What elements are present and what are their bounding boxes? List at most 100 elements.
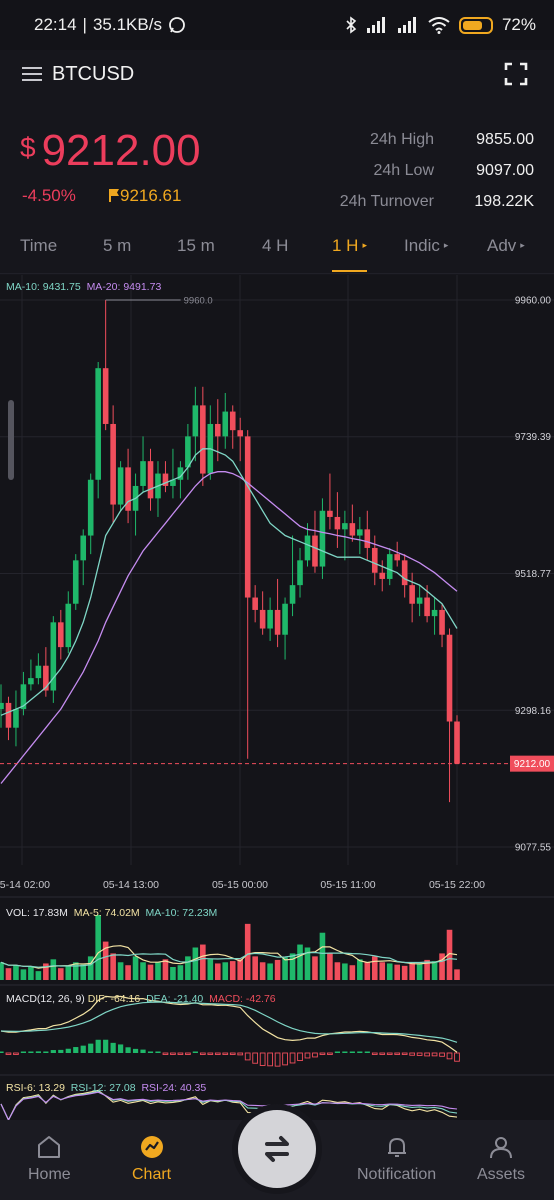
volume-bar: [200, 944, 206, 980]
macd-bar: [319, 1052, 326, 1055]
volume-bar: [102, 941, 109, 980]
signal-icon: [366, 17, 385, 33]
volume-bar: [431, 961, 438, 980]
nav-notification[interactable]: Notification: [357, 1134, 436, 1184]
volume-bar: [267, 963, 273, 980]
high-marker-label: 9960.0: [184, 296, 213, 307]
status-time: 22:14: [34, 15, 77, 34]
volume-bar: [0, 962, 4, 980]
candle-body: [72, 560, 79, 604]
chart-canvas[interactable]: 9960.00 9739.39 9518.77 9298.16 9077.55 05-14…: [0, 275, 554, 1120]
volume-bar: [357, 959, 363, 980]
volume-bar: [147, 964, 154, 980]
volume-bar: [401, 965, 408, 980]
nav-home[interactable]: Home: [28, 1134, 71, 1184]
volume-bar: [446, 929, 453, 980]
macd-bar: [5, 1052, 12, 1055]
price-change: -4.50%: [22, 186, 76, 205]
macd-bar: [267, 1052, 273, 1067]
candle-body: [170, 479, 176, 486]
pair-title[interactable]: BTCUSD: [52, 62, 135, 85]
macd-bar: [446, 1052, 453, 1060]
volume-bar: [424, 959, 430, 980]
y-tick-label: 9298.16: [515, 706, 552, 717]
last-price: $9212.00: [20, 126, 201, 176]
nav-chart[interactable]: Chart: [132, 1134, 171, 1184]
candle-body: [140, 461, 146, 486]
volume-bar: [13, 965, 19, 980]
rsi12-legend: RSI-12: 27.08: [70, 1082, 136, 1094]
volume-bar: [162, 959, 169, 980]
tab-1h-wrap: 1 H ▸: [332, 218, 404, 274]
tab-advanced[interactable]: Adv ▸: [487, 235, 525, 255]
tab-indicators[interactable]: Indic ▸: [404, 235, 449, 255]
candle-body: [446, 634, 453, 722]
kline-chart[interactable]: 9960.00 9739.39 9518.77 9298.16 9077.55 05-14…: [0, 275, 554, 1120]
currency-symbol: $: [20, 132, 36, 163]
volume-bar: [342, 963, 348, 980]
tab-4h[interactable]: 4 H: [262, 235, 289, 255]
volume-bar: [244, 923, 251, 980]
macd-bar: [192, 1051, 198, 1053]
macd-bar: [65, 1048, 71, 1053]
candle-body: [282, 603, 288, 635]
macd-bar: [416, 1052, 423, 1056]
macd-bar: [170, 1052, 176, 1055]
home-icon: [38, 1136, 61, 1158]
macd-bar: [424, 1052, 430, 1057]
volume-bar: [28, 967, 34, 980]
candle-body: [28, 678, 34, 685]
macd-bar: [342, 1051, 348, 1053]
x-tick-label: 05-15 22:00: [429, 879, 485, 891]
candle-body: [102, 368, 109, 424]
ma20-line: [0, 471, 458, 784]
wifi-icon: [428, 16, 450, 34]
rsi6-legend: RSI-6: 13.29: [6, 1082, 65, 1094]
volume-bar: [65, 965, 72, 980]
tab-5m[interactable]: 5 m: [103, 235, 132, 255]
x-tick-label: 05-14 13:00: [103, 879, 159, 891]
macd-bar: [214, 1052, 221, 1055]
stat-24h-high: 24h High 9855.00: [369, 130, 534, 148]
candle-body: [147, 461, 154, 499]
stat-24h-low: 24h Low 9097.00: [373, 161, 535, 179]
candle-body: [58, 622, 64, 648]
tab-1h[interactable]: 1 H ▸: [332, 218, 367, 274]
macd-bar: [349, 1051, 355, 1053]
macd-bar: [155, 1051, 161, 1053]
macd-bar: [312, 1052, 318, 1058]
chart-scroll-handle[interactable]: [8, 400, 14, 480]
fullscreen-icon[interactable]: [504, 62, 528, 86]
candle-body: [87, 479, 94, 536]
candle-body: [439, 609, 445, 635]
candle-body: [20, 684, 27, 710]
menu-icon[interactable]: [22, 66, 42, 82]
bluetooth-icon: [346, 16, 357, 34]
candle-body: [394, 554, 400, 561]
macd-bar: [357, 1051, 363, 1053]
macd-bar: [386, 1052, 393, 1055]
candle-body: [214, 423, 221, 437]
candle-body: [162, 473, 169, 486]
candle-body: [259, 609, 266, 629]
stat-24h-turnover: 24h Turnover 198.22K: [339, 192, 534, 210]
y-tick-label: 9739.39: [515, 432, 552, 443]
macd-bar: [207, 1052, 214, 1055]
macd-bar: [177, 1052, 184, 1055]
swap-button[interactable]: [238, 1110, 316, 1188]
status-bar: 22:14 | 35.1KB/s 72%: [0, 0, 554, 50]
nav-assets[interactable]: Assets: [477, 1134, 525, 1184]
volume-bar: [222, 962, 229, 980]
signal-icon-2: [397, 17, 416, 33]
macd-value: MACD: -42.76: [209, 993, 276, 1005]
last-price-tag-label: 9212.00: [514, 759, 551, 770]
tab-15m[interactable]: 15 m: [177, 235, 215, 255]
volume-bar: [5, 968, 12, 980]
candle-body: [95, 368, 101, 480]
volume-bar: [110, 953, 116, 980]
volume-bar: [229, 961, 236, 980]
macd-bar: [334, 1051, 340, 1053]
tab-time[interactable]: Time: [20, 235, 58, 255]
ticker-panel: $9212.00 -4.50% 9216.61 24h High 9855.00 …: [0, 98, 554, 218]
candle-body: [65, 603, 72, 648]
